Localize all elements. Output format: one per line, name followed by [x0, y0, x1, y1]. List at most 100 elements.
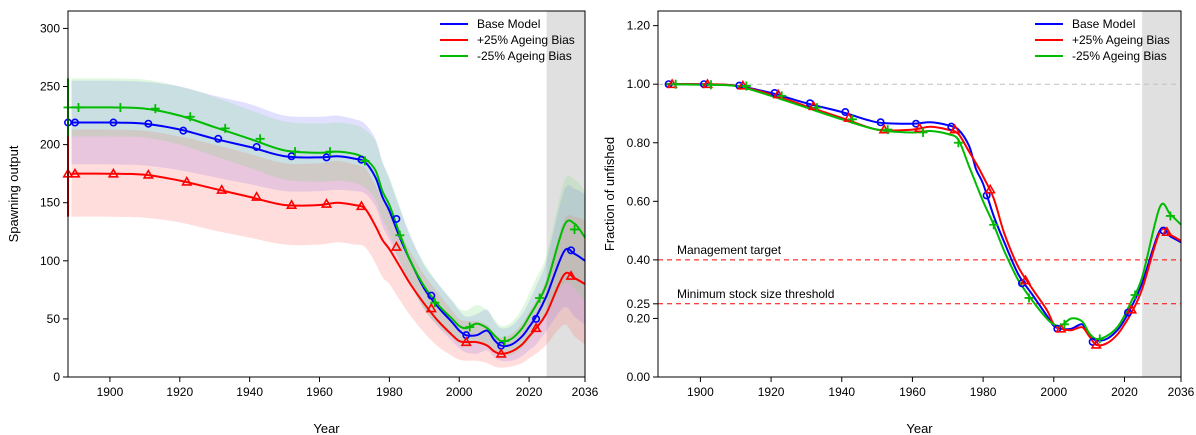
data-point — [570, 224, 580, 234]
legend-label: -25% Ageing Bias — [477, 49, 572, 63]
y-tick-label: 300 — [40, 21, 60, 35]
data-point — [395, 230, 405, 240]
data-point — [392, 214, 401, 223]
data-point — [1090, 338, 1102, 349]
plot-frame — [657, 10, 1182, 378]
data-point — [430, 298, 440, 308]
plot-area — [658, 78, 1181, 349]
data-point — [989, 220, 999, 230]
data-point — [109, 118, 118, 127]
data-point — [565, 270, 577, 280]
data-point — [320, 198, 333, 208]
data-point — [984, 183, 996, 194]
data-point — [535, 293, 545, 303]
data-point — [918, 128, 928, 138]
data-point — [427, 291, 436, 300]
data-point — [287, 152, 296, 161]
data-point — [1019, 274, 1032, 285]
data-point — [567, 246, 576, 255]
y-tick-label: 200 — [40, 138, 60, 152]
reference-line-label: Management target — [677, 243, 782, 257]
x-tick-label: 1940 — [236, 385, 263, 399]
confidence-band — [71, 78, 585, 357]
data-point — [144, 119, 153, 128]
data-point — [841, 108, 850, 117]
data-point — [425, 302, 437, 313]
y-tick-label: 1.00 — [627, 77, 651, 91]
x-tick-label: 1960 — [306, 385, 333, 399]
x-axis-title: Year — [906, 421, 933, 435]
data-point — [390, 241, 402, 251]
x-tick-label: 1980 — [970, 385, 997, 399]
data-point — [1055, 322, 1067, 333]
data-point — [1165, 211, 1175, 221]
data-point — [360, 156, 370, 166]
series-line — [665, 83, 1181, 342]
data-point — [807, 100, 820, 111]
data-point — [913, 122, 926, 133]
data-point — [701, 78, 714, 89]
y-axis-title: Spawning output — [6, 145, 21, 242]
y-tick-label: 50 — [47, 312, 61, 326]
data-point — [500, 336, 510, 346]
reference-line-label: Minimum stock size threshold — [677, 287, 834, 301]
data-point — [1125, 303, 1138, 314]
x-tick-label: 2020 — [1111, 385, 1138, 399]
data-point — [1059, 319, 1069, 329]
y-tick-label: 250 — [40, 80, 60, 94]
data-point — [107, 167, 119, 178]
data-point — [706, 80, 716, 90]
x-tick-label: 2036 — [572, 385, 599, 399]
data-point — [1161, 226, 1173, 237]
data-point — [843, 112, 855, 122]
data-point — [290, 147, 300, 157]
data-point — [772, 88, 784, 99]
x-tick-label: 1940 — [828, 385, 855, 399]
data-point — [532, 314, 541, 323]
data-point — [847, 114, 857, 124]
data-point — [73, 102, 83, 112]
y-tick-label: 150 — [40, 196, 60, 210]
y-tick-label: 0.40 — [627, 253, 651, 267]
data-point — [671, 79, 681, 89]
data-point — [214, 134, 223, 143]
data-point — [255, 134, 265, 144]
forecast-shade — [1142, 11, 1181, 377]
data-point — [460, 336, 472, 347]
y-tick-label: 0.80 — [627, 136, 651, 150]
data-point — [285, 199, 298, 209]
data-point — [876, 118, 885, 127]
data-point — [465, 322, 475, 332]
y-tick-label: 100 — [40, 254, 60, 268]
data-point — [812, 103, 822, 113]
legend-label: -25% Ageing Bias — [1072, 49, 1167, 63]
data-point — [142, 169, 154, 179]
y-tick-label: 0 — [53, 370, 60, 384]
data-point — [181, 175, 193, 186]
legend: Base Model +25% Ageing Bias -25% Ageing Bi… — [1035, 17, 1170, 63]
y-tick-label: 0.60 — [627, 194, 651, 208]
data-point — [216, 184, 228, 194]
data-point — [150, 104, 160, 114]
data-point — [495, 347, 507, 358]
x-tick-label: 1920 — [758, 385, 785, 399]
data-point — [322, 153, 331, 162]
x-tick-label: 2000 — [1040, 385, 1067, 399]
forecast-shade — [546, 11, 585, 377]
data-point — [220, 123, 230, 133]
legend-label: Base Model — [1072, 17, 1135, 31]
confidence-band — [71, 80, 585, 362]
legend-label: +25% Ageing Bias — [1072, 33, 1170, 47]
x-tick-label: 1960 — [899, 385, 926, 399]
plot-area — [69, 78, 585, 368]
data-point — [69, 167, 81, 178]
data-point — [1024, 293, 1034, 303]
y-axis-title: Fraction of unfished — [602, 137, 617, 251]
data-point — [251, 191, 263, 201]
data-point — [741, 81, 751, 91]
data-point — [185, 112, 195, 122]
x-tick-label: 1900 — [687, 385, 714, 399]
data-point — [325, 147, 335, 157]
data-point — [252, 142, 261, 151]
